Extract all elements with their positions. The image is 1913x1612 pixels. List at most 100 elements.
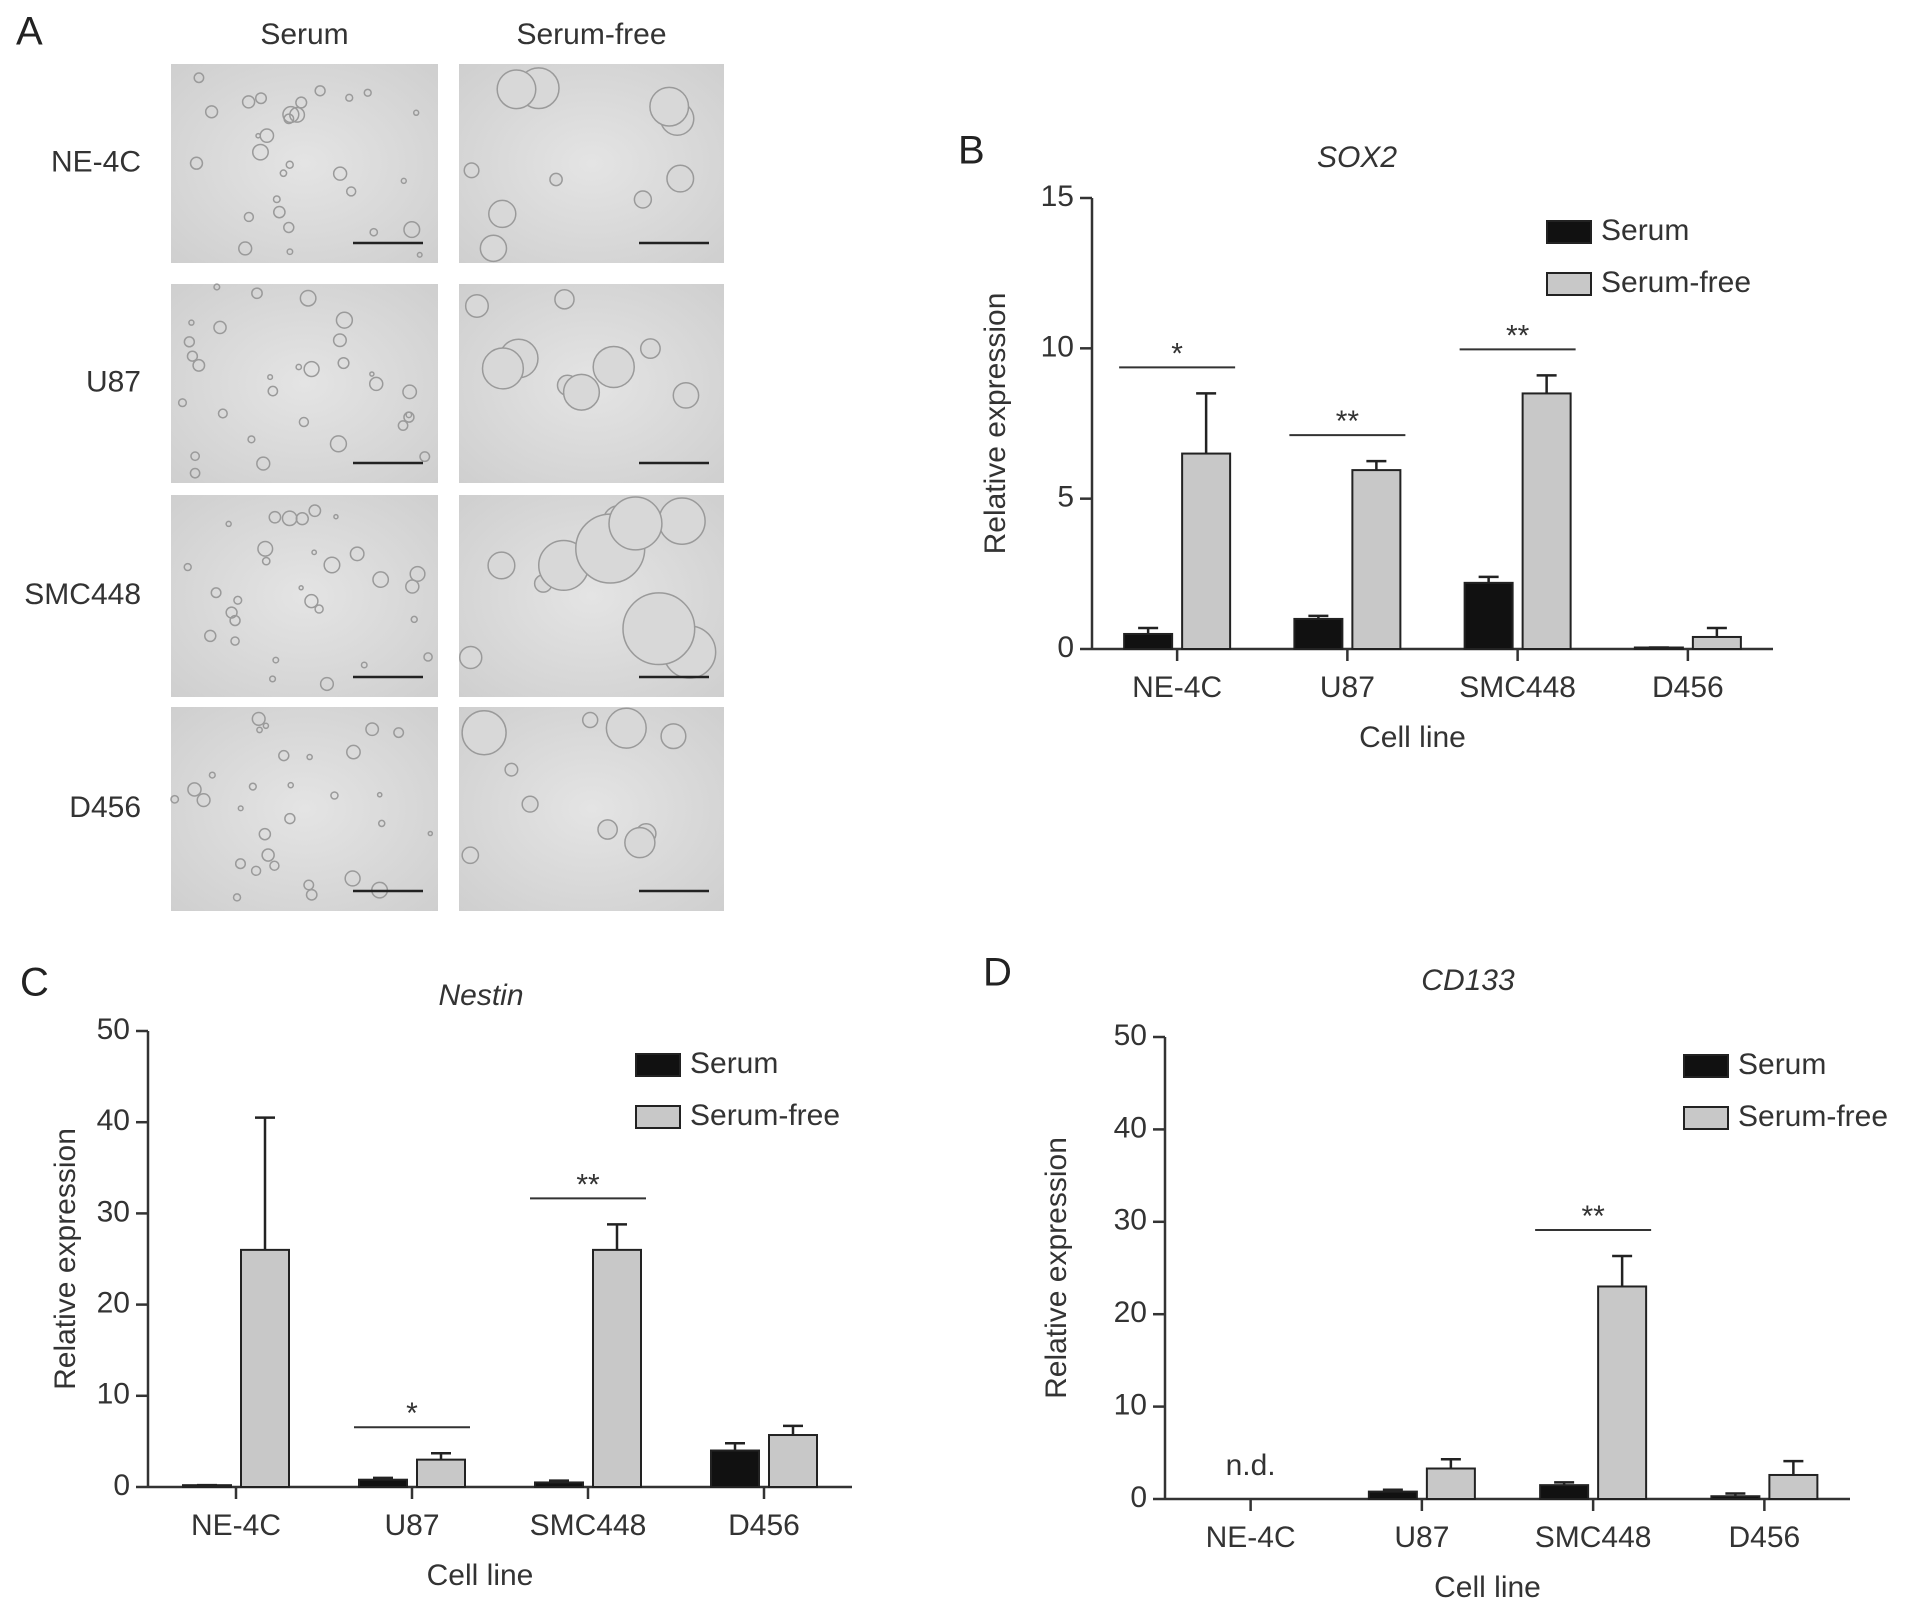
cell — [192, 358, 206, 372]
error-bar — [1308, 614, 1329, 619]
bar — [1367, 1490, 1418, 1501]
significance-mark: * — [1171, 337, 1183, 370]
cell — [251, 711, 266, 726]
cell — [237, 805, 244, 812]
error-bar — [725, 1441, 745, 1451]
x-tick-label: U87 — [384, 1509, 439, 1542]
y-axis-label: Relative expression — [979, 293, 1012, 555]
cell — [243, 211, 255, 223]
y-tick-label: 50 — [97, 1013, 130, 1046]
x-tick-label: SMC448 — [1459, 671, 1576, 704]
cell — [279, 169, 288, 178]
cell — [597, 819, 618, 840]
cell — [405, 579, 420, 594]
cell — [251, 287, 263, 300]
error-bar — [549, 1479, 569, 1483]
cell — [337, 356, 350, 370]
cell — [345, 186, 357, 197]
cell — [345, 93, 354, 102]
cell — [303, 360, 320, 378]
x-tick-label: U87 — [1320, 671, 1375, 704]
legend-label: Serum — [1738, 1048, 1826, 1081]
cell — [210, 587, 222, 599]
cell — [346, 744, 361, 760]
micrograph — [171, 64, 438, 263]
cell — [624, 826, 656, 859]
cell — [581, 711, 599, 729]
cell — [521, 795, 539, 813]
cell — [284, 812, 296, 825]
cell — [344, 870, 361, 887]
error-bar — [1706, 626, 1727, 637]
bar — [1539, 1484, 1590, 1501]
column-header: Serum — [260, 18, 348, 51]
cell — [267, 374, 274, 381]
cell — [196, 792, 211, 808]
cell — [622, 592, 696, 666]
cell — [376, 791, 383, 798]
bar — [1710, 1495, 1761, 1501]
chart-panel: B SOX2 Relative expression 0 5 10 15 NE-4C * U87 *… — [958, 129, 1773, 754]
x-tick-label: D456 — [1729, 1521, 1801, 1554]
panel-label: B — [958, 129, 985, 173]
error-bar — [255, 1116, 275, 1250]
legend-swatch — [635, 1105, 681, 1129]
row-label: NE-4C — [51, 145, 141, 178]
significance-mark: ** — [1581, 1200, 1605, 1233]
cell — [204, 629, 217, 643]
error-bar — [431, 1452, 451, 1460]
cell — [330, 791, 339, 800]
chart-panel: C Nestin Relative expression 0 10 20 30 40 50 NE-… — [20, 961, 852, 1592]
x-tick-label: NE-4C — [191, 1509, 281, 1542]
bar — [1123, 632, 1174, 651]
cell — [303, 879, 315, 891]
cell — [183, 562, 192, 572]
cell — [287, 781, 295, 789]
micrograph — [171, 495, 438, 697]
cell — [177, 398, 188, 408]
cell — [608, 496, 663, 551]
bar — [1463, 581, 1514, 650]
significance-mark: ** — [1506, 319, 1530, 352]
bar — [1293, 617, 1344, 651]
micrograph — [171, 707, 438, 911]
significance-mark: ** — [1336, 405, 1360, 438]
cell — [504, 762, 519, 777]
y-tick-label: 20 — [97, 1287, 130, 1320]
error-bar — [1366, 459, 1387, 471]
y-tick-label: 30 — [1114, 1204, 1147, 1237]
cell — [283, 113, 295, 125]
x-axis-label: Cell line — [427, 1559, 534, 1592]
y-tick-label: 10 — [1114, 1389, 1147, 1422]
legend-swatch — [1683, 1054, 1729, 1078]
cell — [268, 675, 277, 683]
cell — [329, 435, 348, 453]
cell — [666, 164, 695, 193]
cell — [299, 289, 317, 307]
cell — [672, 381, 700, 409]
cell — [308, 504, 322, 518]
x-tick-label: SMC448 — [530, 1509, 647, 1542]
cell — [335, 311, 354, 329]
cell — [458, 645, 483, 670]
cell — [372, 571, 390, 589]
cell — [323, 556, 341, 574]
cell — [295, 363, 303, 371]
cell — [233, 595, 243, 605]
cell — [213, 283, 221, 291]
cell — [295, 511, 310, 526]
cell — [400, 177, 408, 185]
bar — [710, 1449, 760, 1489]
y-axis-label: Relative expression — [1040, 1137, 1073, 1399]
cell — [238, 241, 253, 256]
cell — [419, 451, 431, 463]
cell — [649, 86, 690, 127]
bar — [768, 1434, 818, 1488]
bar — [1521, 392, 1572, 650]
cell — [241, 95, 256, 109]
cell — [349, 546, 365, 562]
cell — [660, 723, 687, 750]
error-bar — [1536, 374, 1557, 394]
cell — [488, 199, 517, 229]
cell — [479, 234, 508, 263]
